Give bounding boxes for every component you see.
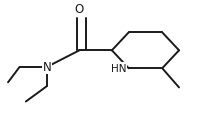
Text: HN: HN <box>110 64 125 74</box>
Text: N: N <box>42 61 51 74</box>
Text: O: O <box>74 3 84 16</box>
